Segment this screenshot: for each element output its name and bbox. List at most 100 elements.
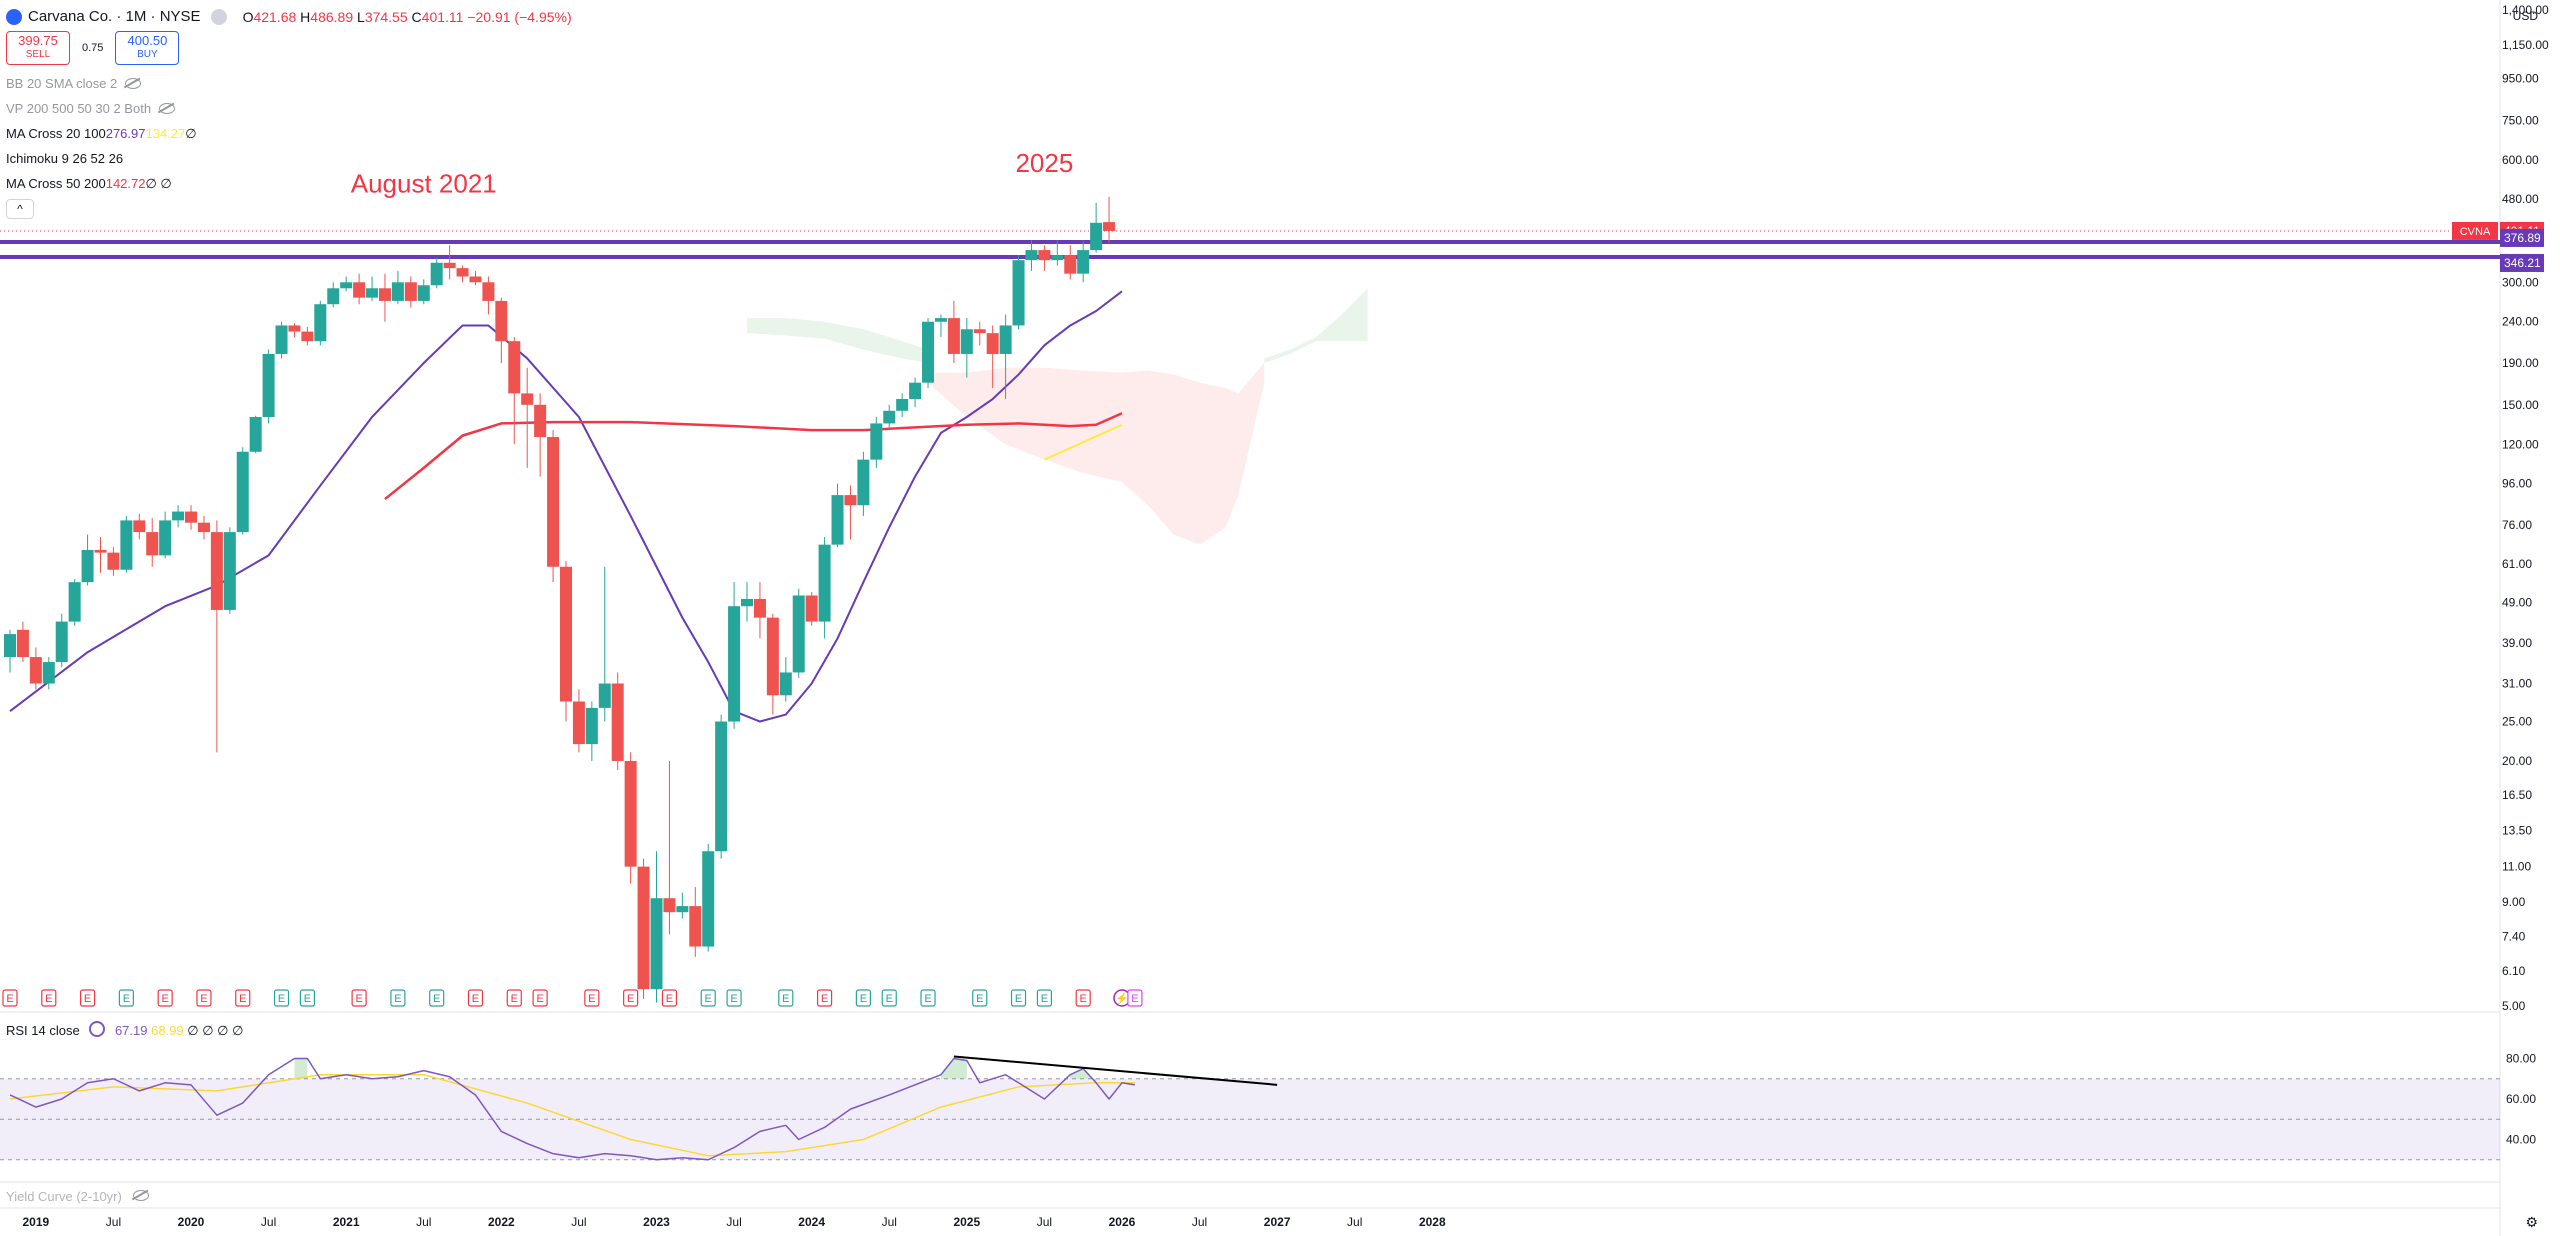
candle-body — [1025, 250, 1038, 261]
earnings-marker: E — [467, 989, 484, 1007]
low-value: 374.55 — [364, 8, 408, 25]
indicator-row[interactable]: VP 200 500 50 30 2 Both — [6, 96, 572, 121]
ma100-line — [1043, 423, 1123, 461]
hidden-eye-icon[interactable] — [159, 103, 176, 114]
hidden-eye-icon[interactable] — [125, 78, 142, 89]
candle — [29, 647, 42, 690]
indicator-row[interactable]: Ichimoku 9 26 52 26 — [6, 146, 572, 171]
price-tick-label: 950.00 — [2502, 72, 2539, 86]
candle — [495, 297, 508, 364]
candle — [146, 518, 159, 567]
candle — [249, 415, 262, 454]
candle-body — [1064, 255, 1077, 274]
indicator-label: Ichimoku 9 26 52 26 — [6, 151, 124, 166]
candle-body — [366, 288, 379, 298]
symbol-title[interactable]: Carvana Co. · 1M · NYSE — [28, 8, 201, 25]
earnings-marker: E — [390, 989, 406, 1007]
price-tick-label: 1,400.00 — [2502, 3, 2549, 17]
chart-annotation: August 2021 — [351, 169, 497, 199]
candle — [1064, 245, 1077, 280]
candle — [1077, 240, 1090, 283]
time-tick-label: 2024 — [798, 1215, 825, 1229]
candle — [223, 527, 236, 614]
candle-body — [236, 451, 249, 533]
candle — [185, 505, 198, 530]
candle-body — [29, 657, 42, 684]
candle-body — [1038, 250, 1051, 261]
candle — [133, 513, 146, 540]
candle-body — [68, 582, 81, 622]
price-tick-label: 1,150.00 — [2502, 38, 2549, 52]
candle-body — [857, 459, 870, 506]
earnings-label: E — [278, 993, 285, 1005]
candle-body — [16, 629, 29, 658]
indicator-row[interactable]: BB 20 SMA close 2 — [6, 71, 572, 96]
ichimoku-cloud-bearish — [928, 363, 1265, 545]
time-tick-label: 2021 — [333, 1215, 360, 1229]
gear-icon[interactable]: ⚙ — [2525, 1214, 2538, 1230]
candle-body — [831, 495, 844, 545]
rsi-legend[interactable]: RSI 14 close 67.19 68.99 ∅ ∅ ∅ ∅ — [6, 1021, 243, 1039]
earnings-marker: E — [299, 989, 315, 1007]
candle — [741, 582, 754, 622]
candle-body — [42, 662, 55, 684]
earnings-box — [920, 989, 936, 1007]
rsi-ma-value: 68.99 — [151, 1023, 184, 1038]
candle-body — [805, 595, 818, 622]
candle-body — [81, 549, 94, 583]
collapse-legend-button[interactable]: ^ — [6, 198, 34, 219]
time-tick-label: Jul — [1037, 1215, 1052, 1229]
rsi-ma-line — [9, 1073, 1135, 1157]
hidden-eye-icon[interactable] — [133, 1190, 150, 1201]
currency-label[interactable]: USD — [2512, 9, 2538, 23]
earnings-label: E — [588, 993, 595, 1005]
candle — [1012, 255, 1025, 330]
candle-body — [495, 300, 508, 342]
open-value: 421.68 — [253, 8, 297, 25]
candle-body — [159, 520, 172, 556]
rsi-settings-icon[interactable] — [89, 1021, 106, 1037]
earnings-label: E — [1131, 993, 1138, 1005]
earnings-box — [351, 989, 367, 1007]
candle — [753, 582, 766, 639]
earnings-box — [429, 989, 445, 1007]
candle — [702, 844, 715, 952]
candle — [353, 273, 366, 305]
candle — [68, 578, 81, 626]
candle — [715, 714, 728, 859]
candle-body — [598, 683, 611, 708]
earnings-label: E — [886, 993, 893, 1005]
candle-body — [1103, 222, 1116, 231]
earnings-box — [778, 989, 794, 1007]
buy-button[interactable]: 400.50 BUY — [115, 31, 180, 65]
candle — [430, 257, 443, 289]
candle — [42, 657, 55, 690]
earnings-label: E — [821, 993, 828, 1005]
candle-body — [1077, 250, 1090, 274]
rsi-tick-label: 40.00 — [2506, 1133, 2536, 1147]
price-tick-label: 61.00 — [2502, 557, 2532, 571]
yield-curve-legend[interactable]: Yield Curve (2-10yr) — [6, 1189, 150, 1204]
symbol-tag — [2452, 221, 2498, 240]
earnings-box — [816, 989, 833, 1007]
indicator-label: VP 200 500 50 30 2 Both — [6, 101, 152, 116]
indicator-row[interactable]: MA Cross 50 200 142.72 ∅ ∅ — [6, 171, 572, 196]
candle — [585, 701, 598, 761]
earnings-marker: E — [79, 989, 96, 1007]
market-status-icon[interactable] — [210, 8, 227, 25]
indicator-row[interactable]: MA Cross 20 100 276.97 134.27 ∅ — [6, 121, 572, 146]
sell-button[interactable]: 399.75 SELL — [6, 31, 70, 65]
indicator-label: MA Cross 20 100 — [6, 126, 106, 141]
earnings-box — [41, 989, 57, 1007]
earnings-marker: E — [235, 989, 251, 1007]
candle-body — [611, 683, 624, 761]
time-tick-label: Jul — [882, 1215, 897, 1229]
candle-body — [947, 318, 960, 354]
earnings-marker: E — [532, 989, 548, 1007]
candle — [831, 483, 844, 548]
earnings-marker: E — [1075, 989, 1091, 1007]
ichimoku-cloud-bullish — [747, 318, 929, 364]
candle-body — [883, 410, 896, 424]
indicator-value: ∅ — [185, 125, 197, 141]
